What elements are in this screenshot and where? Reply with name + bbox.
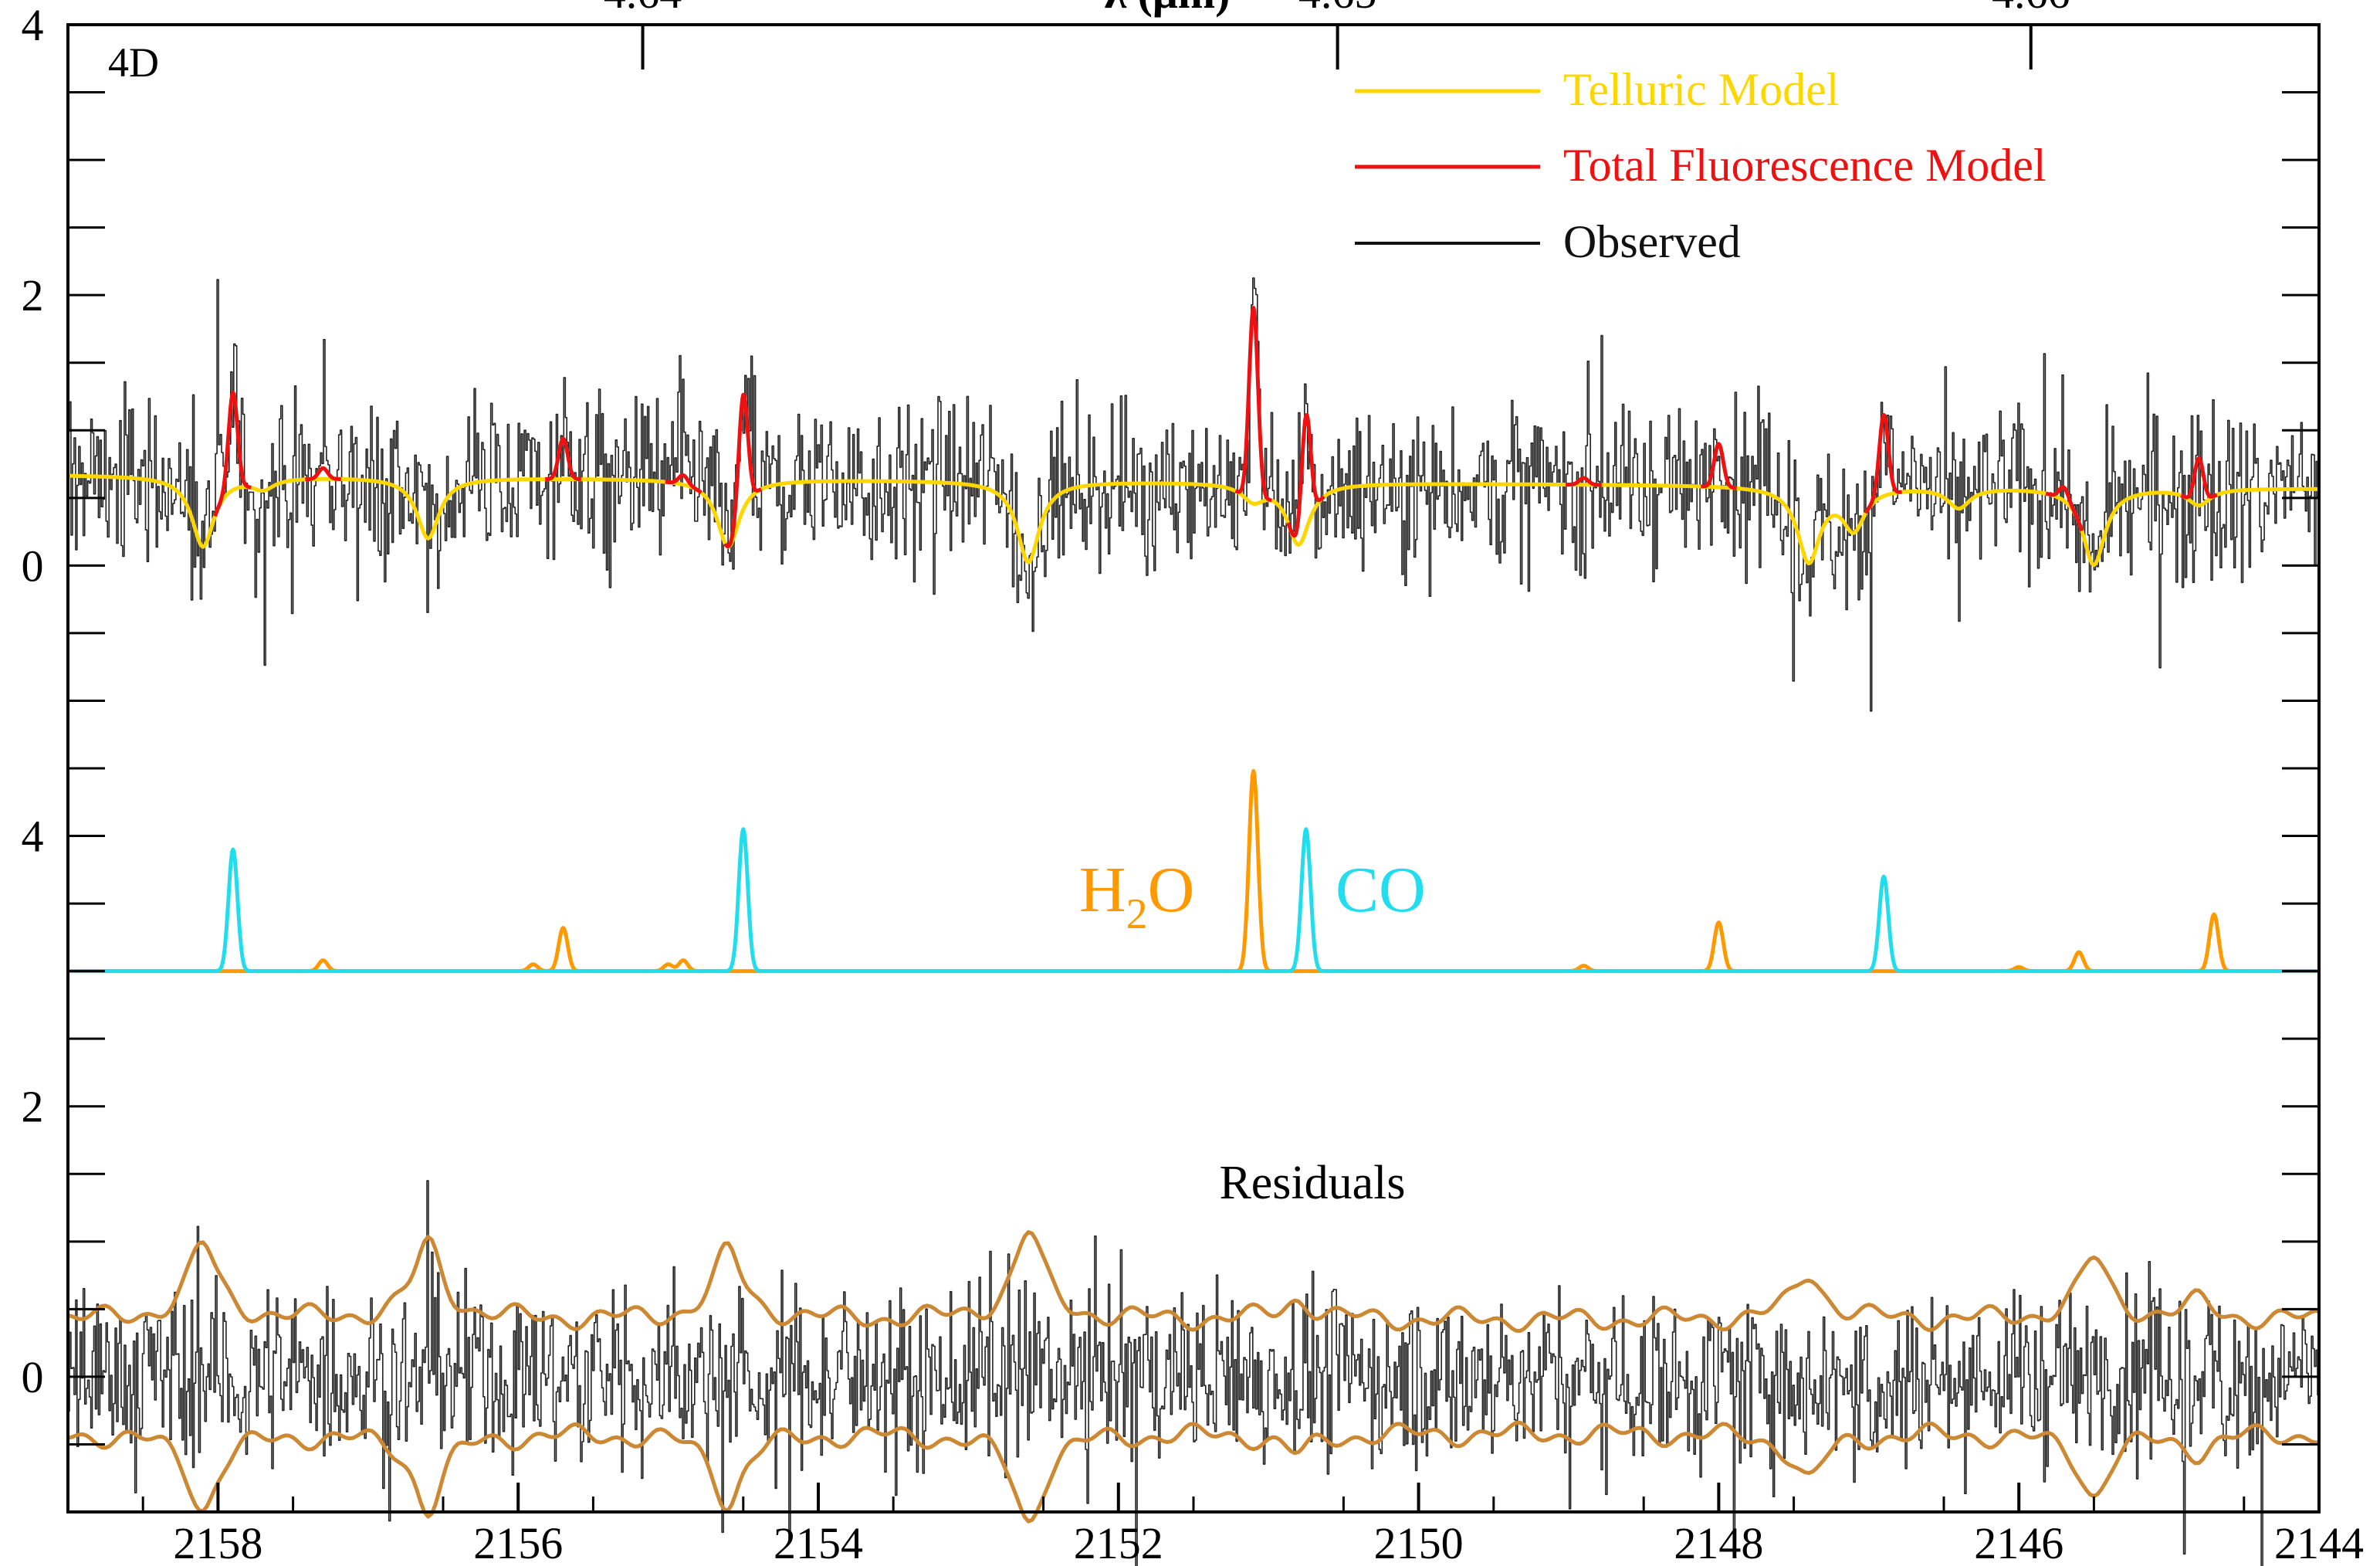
x-tick-label-2: 2154 [774, 1518, 863, 1566]
y-tick-label-1: 2 [22, 270, 44, 320]
top-tick-label-2: 4.66 [1992, 0, 2070, 18]
x-tick-label-1: 2156 [473, 1518, 563, 1566]
top-tick-label-0: 4.64 [604, 0, 682, 18]
fluorescence-peak-4 [723, 392, 763, 549]
residuals-layer [68, 1180, 2320, 1566]
y-tick-label-0: 4 [22, 0, 44, 50]
x-tick-label-7: 2144 [2274, 1518, 2364, 1566]
legend-label-telluric: Telluric Model [1563, 64, 1839, 115]
x-tick-label-6: 2146 [1974, 1518, 2063, 1566]
axes-layer: 2158 2156 2154 2152 2150 2148 2146 2144 4.64 4.65… [22, 0, 2365, 1566]
fluorescence-peak-8 [1699, 442, 1738, 490]
fluorescence-peak-11 [2179, 456, 2219, 500]
y-tick-label-4: 2 [22, 1082, 44, 1132]
fluorescence-peak-0 [213, 391, 252, 517]
fluorescence-peak-5 [1234, 306, 1273, 503]
panel-label: 4D [108, 39, 159, 86]
observed-layer [68, 277, 2320, 712]
h2o-label: H2O [1079, 854, 1194, 938]
x-tick-label-5: 2148 [1674, 1518, 1763, 1566]
x-tick-label-0: 2158 [173, 1518, 262, 1566]
fluorescence-peak-3 [664, 473, 702, 494]
residual-envelope-lower [67, 1420, 2320, 1524]
legend-label-fluorescence: Total Fluorescence Model [1563, 140, 2047, 191]
fluorescence-peak-7 [1564, 476, 1603, 487]
x-tick-label-3: 2152 [1074, 1518, 1163, 1566]
fluorescence-peak-6 [1286, 412, 1325, 538]
residual-envelope-upper [67, 1230, 2320, 1334]
legend: Telluric Model Total Fluorescence Model … [1355, 64, 2047, 267]
residuals-line [68, 1180, 2320, 1566]
fluorescence-peak-1 [303, 466, 343, 482]
x-tick-label-4: 2150 [1374, 1518, 1464, 1566]
y-tick-label-5: 0 [22, 1352, 44, 1402]
top-axis-title: λ (μm) [1105, 0, 1231, 18]
observed-spectrum-line [68, 277, 2320, 712]
fluorescence-peak-2 [543, 436, 583, 482]
telluric-layer [67, 473, 2320, 568]
residuals-label: Residuals [1219, 1157, 1405, 1209]
legend-label-observed: Observed [1563, 216, 1741, 267]
co-label: CO [1336, 854, 1426, 926]
fluorescence-peak-9 [1864, 412, 1903, 514]
fluorescence-layer [213, 306, 2219, 549]
telluric-model-line [67, 473, 2320, 568]
top-tick-label-1: 4.65 [1298, 0, 1377, 18]
co-layer [66, 827, 2321, 974]
residual-envelope-layer [67, 1230, 2320, 1524]
y-tick-label-3: 4 [22, 812, 44, 862]
co-model-line [66, 827, 2321, 974]
fluorescence-peak-10 [2044, 485, 2084, 532]
y-tick-label-2: 0 [22, 541, 44, 591]
